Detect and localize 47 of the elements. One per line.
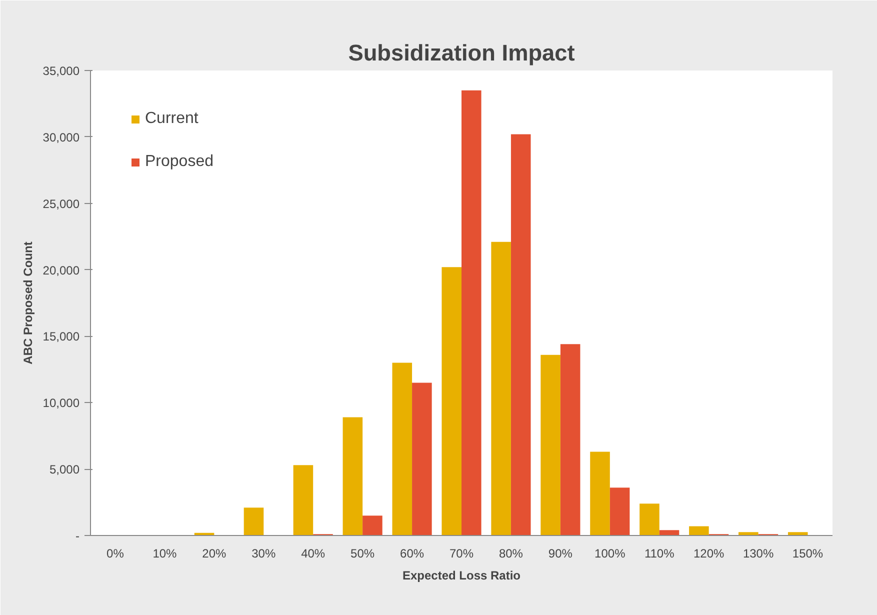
y-tick-label: 30,000	[42, 130, 80, 144]
x-tick-label: 50%	[350, 546, 375, 560]
bar	[610, 488, 630, 536]
bar	[590, 452, 610, 536]
x-tick-label: 130%	[742, 546, 774, 560]
x-tick-label: 150%	[792, 546, 824, 560]
legend-label: Proposed	[145, 153, 214, 171]
x-tick-label: 20%	[202, 546, 227, 560]
bar	[540, 354, 560, 536]
bar	[491, 242, 511, 536]
x-tick-label: 90%	[548, 546, 573, 560]
legend-label: Current	[145, 110, 198, 128]
bar	[560, 344, 580, 536]
x-tick-label: 30%	[252, 546, 276, 560]
bar	[244, 508, 264, 536]
chart-title: Subsidization Impact	[348, 40, 576, 66]
x-tick-label: 120%	[693, 546, 725, 560]
bar	[788, 532, 808, 536]
y-tick-label: 35,000	[42, 64, 80, 78]
x-tick-label: 10%	[152, 546, 178, 560]
bar	[442, 267, 462, 536]
bar	[412, 382, 432, 536]
y-tick-label: 15,000	[42, 330, 80, 344]
y-tick-label: 20,000	[42, 263, 80, 278]
y-tick-label: 10,000	[42, 396, 80, 410]
y-tick-label: 25,000	[42, 196, 80, 211]
bar	[640, 504, 660, 536]
bar	[689, 526, 709, 536]
y-axis-title: ABC Proposed Count	[20, 242, 35, 364]
x-tick-label: 100%	[594, 546, 626, 560]
x-axis-title: Expected Loss Ratio	[402, 568, 521, 582]
bar	[392, 362, 412, 536]
bar	[342, 417, 363, 536]
bar	[462, 90, 482, 536]
bar	[362, 516, 382, 536]
x-tick-label: 110%	[644, 546, 675, 560]
x-tick-label: 70%	[449, 546, 474, 560]
bar	[738, 532, 758, 536]
x-tick-label: 0%	[106, 546, 124, 560]
bar	[293, 465, 314, 536]
y-tick-label: 5,000	[49, 462, 80, 477]
bar	[659, 530, 680, 536]
bar	[510, 134, 531, 536]
x-tick-label: 80%	[498, 546, 524, 560]
y-tick-label: -	[76, 529, 80, 543]
x-tick-label: 60%	[400, 546, 424, 560]
x-tick-label: 40%	[301, 546, 326, 560]
